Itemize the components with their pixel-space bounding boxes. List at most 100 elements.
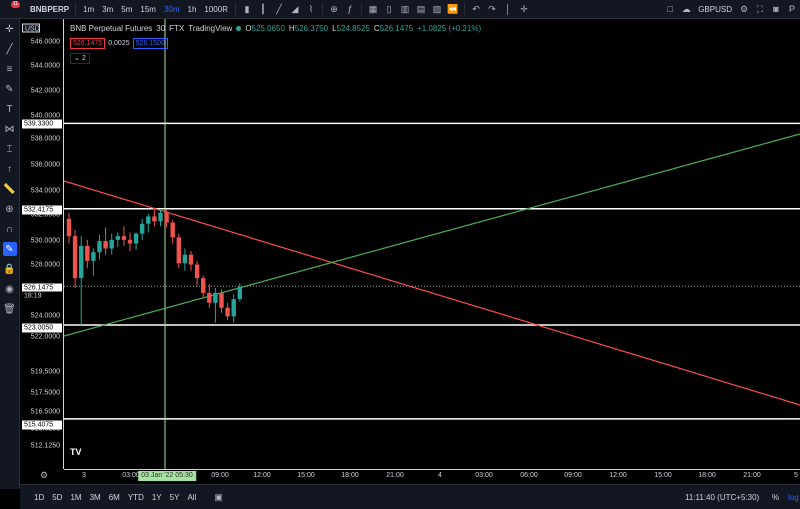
range-1y-button[interactable]: 1Y [151,492,162,502]
replay-icon[interactable]: ⏪ [447,3,459,14]
publish-icon[interactable]: P [788,4,795,14]
ruler-tool-icon[interactable]: 📏 [3,183,16,195]
fib-tool-icon[interactable]: ≡ [6,63,13,75]
timeframe-1h[interactable]: 1h [187,4,197,14]
high-value: 526.3750 [294,24,329,33]
time-tick-label: 12:00 [609,472,627,479]
market-status-icon [236,26,242,31]
eye-icon[interactable]: ◉ [5,283,14,295]
bid-ask-panel: 526.1475 0.0025 526.1500 [70,38,168,49]
range-1d-button[interactable]: 1D [34,492,45,502]
ask-button[interactable]: 526.1500 [132,38,168,49]
goto-date-icon[interactable]: ▣ [214,491,223,502]
pattern-tool-icon[interactable]: ⋈ [4,123,15,135]
legend-title: BNB Perpetual Futures [70,24,153,33]
close-value: 526.1475 [379,24,414,33]
tradingview-logo[interactable]: TV [70,447,82,457]
prediction-tool-icon[interactable]: ⌶ [6,143,13,155]
candle-body [133,233,139,244]
range-all-button[interactable]: All [187,492,197,502]
undo-icon[interactable]: ↶ [472,3,480,14]
symbol-search-button[interactable]: BNBPERP [30,4,70,14]
chart-icon[interactable]: ▥ [400,3,410,14]
candle-body [127,239,133,244]
range-5d-button[interactable]: 5D [52,492,63,502]
fullchart-icon[interactable]: ▨ [432,3,442,14]
indicator-collapse-button[interactable]: ⌄ 2 [70,53,90,64]
timeframe-1m[interactable]: 1m [83,4,95,14]
baseline-icon[interactable]: ⌇ [308,3,314,14]
save-icon[interactable]: │ [505,4,511,14]
time-tick-label: 03:00 [122,472,140,479]
range-5y-button[interactable]: 5Y [169,492,180,502]
candle-body [194,264,200,279]
panel-icon[interactable]: ▤ [416,3,426,14]
clock-timezone[interactable]: 11:11:40 (UTC+5:30) [685,492,760,502]
redo-icon[interactable]: ↷ [488,3,496,14]
price-chart[interactable] [64,19,800,469]
time-axis[interactable]: 3 03:00 09:00 12:00 15:00 18:00 21:00 4 03:00 06:… [64,469,800,483]
lock-drawings-icon[interactable]: ✎ [2,242,17,256]
price-axis[interactable]: USD 546.0000 544.0000 542.0000 540.0000 538.… [20,19,64,469]
axis-settings-gear-icon[interactable]: ⚙ [40,470,49,480]
candle-body [109,239,114,249]
range-6m-button[interactable]: 6M [108,492,120,502]
time-tick-label: 15:00 [654,472,672,479]
camera-icon[interactable]: ◙ [773,4,779,14]
line-style-icon[interactable]: ╱ [276,3,282,14]
legend-interval: 30 [156,24,166,33]
brush-tool-icon[interactable]: ✎ [5,83,14,95]
text-tool-icon[interactable]: T [6,103,13,115]
range-3m-button[interactable]: 3M [89,492,101,502]
candle-body [85,246,90,261]
settings-gear-icon[interactable]: ⚙ [739,3,749,14]
top-toolbar: 11 BNBPERP 1m 3m 5m 15m 30m 1h 1000R ▮ ┃… [0,0,800,19]
layout-square-icon[interactable]: □ [667,4,673,14]
lock-icon[interactable]: 🔒 [3,263,16,275]
candles-icon[interactable]: ┃ [260,3,266,14]
price-tick-label: 538.0000 [30,135,60,143]
area-icon[interactable]: ◢ [291,3,299,14]
price-tick-label: 517.5000 [30,389,60,397]
range-ytd-button[interactable]: YTD [127,492,144,502]
crosshair-icon[interactable]: ✛ [520,3,528,14]
candle-body [231,299,236,317]
candle-body [121,236,127,240]
arrow-up-icon[interactable]: ↑ [7,163,12,175]
fullscreen-icon[interactable]: ⛶ [756,3,764,14]
timeframe-30m[interactable]: 30m [163,4,180,14]
bars-icon[interactable]: ▯ [386,3,392,14]
magnet-icon[interactable]: ∩ [5,223,14,235]
percent-toggle[interactable]: % [772,492,780,502]
timeframe-1000r[interactable]: 1000R [204,4,228,14]
bid-button[interactable]: 526.1475 [70,38,106,49]
trendline-tool-icon[interactable]: ╱ [6,43,13,55]
notification-badge: 11 [11,1,20,8]
time-tick-label: 15:00 [297,472,315,479]
crosshair-tool-icon[interactable]: ✛ [5,23,14,35]
candle-body [219,292,224,308]
last-price-label: 526.1475 [22,283,62,293]
candle-body [213,292,218,303]
price-tick-label: 532.0000 [30,211,60,219]
high-key: H [288,24,295,33]
time-tick-label: 03:00 [475,472,493,479]
zoom-icon[interactable]: ⊕ [5,203,14,215]
compare-symbol[interactable]: GBPUSD [698,4,732,14]
candle-body [97,241,102,253]
candle-body [66,218,72,237]
currency-selector[interactable]: USD [22,23,40,33]
candle-body [207,292,212,303]
indicators-icon[interactable]: ƒ [347,4,353,14]
layout-icon[interactable]: ▦ [368,3,378,14]
log-toggle[interactable]: log [788,492,799,502]
open-key: O [245,24,252,33]
timeframe-15m[interactable]: 15m [140,4,156,14]
range-1m-button[interactable]: 1M [70,492,82,502]
price-tick-label: 544.0000 [30,62,60,70]
timeframe-5m[interactable]: 5m [121,4,133,14]
trash-icon[interactable]: 🗑 [3,303,16,315]
timeframe-3m[interactable]: 3m [102,4,114,14]
add-compare-icon[interactable]: ⊕ [330,3,338,14]
bar-style-icon[interactable]: ▮ [244,3,250,14]
